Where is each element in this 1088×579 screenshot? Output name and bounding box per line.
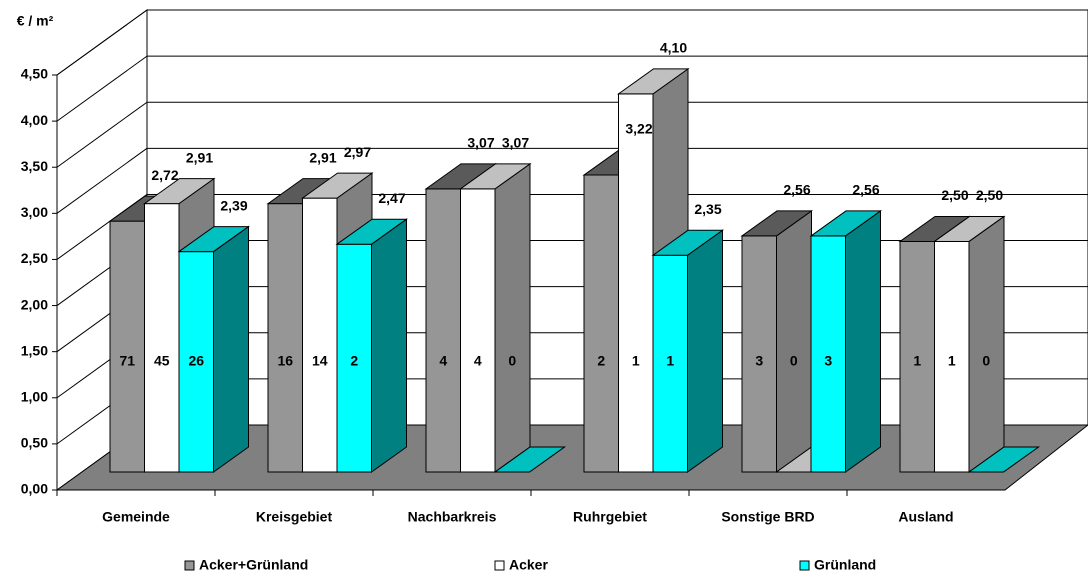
grid-line <box>56 101 148 168</box>
x-tick-label: Sonstige BRD <box>721 509 814 525</box>
value-label: 2,97 <box>344 144 371 160</box>
value-label: 4,10 <box>660 40 687 56</box>
count-label: 1 <box>632 353 640 369</box>
legend-swatch <box>184 560 195 571</box>
bar-top <box>967 446 1041 473</box>
bar-top <box>142 178 216 205</box>
bar-side <box>494 162 531 473</box>
legend-label: Grünland <box>814 557 876 573</box>
count-label: 3 <box>755 353 763 369</box>
value-label: 3,07 <box>467 135 494 151</box>
legend-label: Acker+Grünland <box>199 557 308 573</box>
bar <box>809 209 883 473</box>
bar-side <box>213 225 249 473</box>
value-label: 2,91 <box>309 149 336 165</box>
x-tick-label: Ausland <box>898 509 953 525</box>
count-label: 0 <box>508 353 516 369</box>
bar <box>932 215 1006 473</box>
x-tick-label: Kreisgebiet <box>256 509 333 525</box>
bar <box>651 229 725 473</box>
bar <box>335 218 409 473</box>
bar-side <box>968 215 1005 473</box>
y-tick-label: 1,50 <box>21 342 48 358</box>
bar-side <box>845 209 881 473</box>
bar-top <box>335 218 409 245</box>
y-tick-label: 2,50 <box>21 250 48 266</box>
count-label: 14 <box>312 353 328 369</box>
bar-top <box>616 68 690 95</box>
bar-top <box>651 229 725 256</box>
y-tick-label: 3,50 <box>21 158 48 174</box>
bar <box>493 446 567 473</box>
value-label: 2,91 <box>186 149 213 165</box>
grid-line <box>56 9 148 76</box>
bar-front <box>460 188 496 473</box>
value-label: 2,47 <box>378 190 405 206</box>
bar-top <box>493 446 567 473</box>
y-tick-label: 1,00 <box>21 388 48 404</box>
y-tick-label: 0,50 <box>21 435 48 451</box>
y-tick-label: 0,00 <box>21 481 48 497</box>
count-label: 2 <box>597 353 605 369</box>
y-axis-title: € / m² <box>17 13 54 29</box>
value-label: 2,56 <box>783 182 810 198</box>
count-label: 4 <box>439 353 447 369</box>
x-tick-label: Gemeinde <box>102 509 170 525</box>
bar-side <box>776 209 812 473</box>
bar-top <box>177 226 251 253</box>
legend-swatch <box>494 560 505 571</box>
bar <box>967 446 1041 473</box>
y-tick-label: 2,00 <box>21 296 48 312</box>
grid-line <box>56 55 148 122</box>
bar-top <box>740 210 814 237</box>
count-label: 0 <box>982 353 990 369</box>
bar-front <box>583 174 619 473</box>
value-label: 3,07 <box>502 135 529 151</box>
bar <box>177 225 251 473</box>
value-label: 2,35 <box>694 201 721 217</box>
value-label: 3,22 <box>625 121 652 137</box>
count-label: 26 <box>188 353 204 369</box>
bar-front <box>144 203 180 473</box>
bar-front <box>302 197 338 473</box>
count-label: 3 <box>824 353 832 369</box>
bar-top <box>458 163 532 190</box>
count-label: 16 <box>277 353 293 369</box>
count-label: 0 <box>790 353 798 369</box>
bar-top <box>300 172 374 199</box>
count-label: 1 <box>948 353 956 369</box>
count-label: 2 <box>350 353 358 369</box>
bar-front <box>109 220 145 473</box>
legend-swatch <box>799 560 810 571</box>
y-tick-label: 4,50 <box>21 66 48 82</box>
x-tick-label: Nachbarkreis <box>408 509 497 525</box>
legend-label: Acker <box>509 557 548 573</box>
count-label: 45 <box>154 353 170 369</box>
bar-side <box>371 218 407 473</box>
count-label: 1 <box>666 353 674 369</box>
value-label: 2,39 <box>220 197 247 213</box>
bar <box>740 209 814 473</box>
count-label: 71 <box>119 353 135 369</box>
y-tick-label: 4,00 <box>21 112 48 128</box>
bar-top <box>809 210 883 237</box>
bar-front <box>618 93 654 473</box>
bar <box>458 162 532 473</box>
bar-top <box>932 215 1006 242</box>
bar-front <box>267 203 303 473</box>
count-label: 4 <box>474 353 482 369</box>
count-label: 1 <box>913 353 921 369</box>
y-tick-label: 3,00 <box>21 204 48 220</box>
value-label: 2,50 <box>941 187 968 203</box>
value-label: 2,50 <box>976 187 1003 203</box>
value-label: 2,72 <box>151 167 178 183</box>
x-tick-label: Ruhrgebiet <box>573 509 647 525</box>
grid-line <box>56 147 148 214</box>
bar-side <box>687 229 723 473</box>
bar-front <box>425 188 461 473</box>
value-label: 2,56 <box>852 182 879 198</box>
